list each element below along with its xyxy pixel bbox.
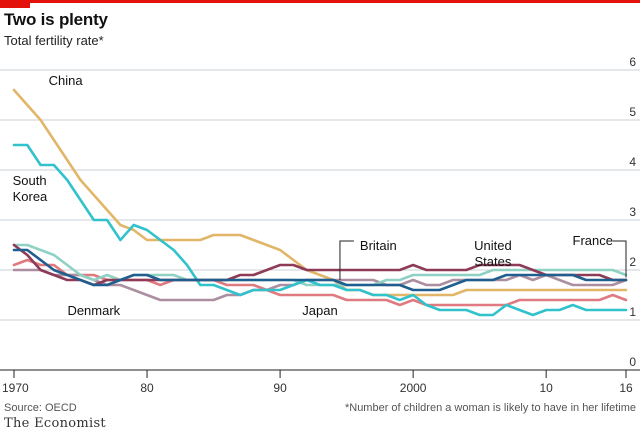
chart-subtitle: Total fertility rate* [4,33,104,48]
x-tick-label: 16 [619,381,633,395]
y-tick-label: 1 [629,305,636,319]
series-label-china: China [49,73,84,88]
series-line-japan [12,258,628,307]
top-accent-rule [0,0,640,3]
series-line-united-states [12,243,628,287]
series-label-britain: Britain [360,238,397,253]
x-axis-ticks: 1970 80 90 2000 10 16 [2,370,633,395]
source-note: Source: OECD [4,402,77,414]
brand-logo: The Economist [4,416,106,431]
y-tick-label: 2 [629,255,636,269]
series-labels: China South Korea Britain United States France… [13,73,627,318]
y-axis-ticks: 0 1 2 3 4 5 6 [629,55,636,369]
series-label-japan: Japan [302,303,337,318]
series-line-britain [12,248,628,292]
series-line-south-korea [12,143,628,317]
y-tick-label: 3 [629,205,636,219]
x-tick-label: 2000 [400,381,427,395]
y-tick-label: 5 [629,105,636,119]
leader-line-france [612,240,627,278]
series-label-south-korea: South Korea [13,173,48,204]
y-tick-label: 0 [629,355,636,369]
y-tick-label: 4 [629,155,636,169]
series-lines [12,88,628,317]
top-accent-tag [0,0,30,8]
y-tick-label: 6 [629,55,636,69]
footnote: *Number of children a woman is likely to… [344,402,636,414]
gridlines [0,69,640,371]
x-tick-label: 10 [539,381,553,395]
series-label-france: France [573,233,613,248]
series-label-united-states: United States [474,238,512,269]
series-label-denmark: Denmark [67,303,120,318]
leader-line-britain [339,240,354,280]
series-line-china [12,88,628,297]
x-tick-label: 80 [140,381,154,395]
chart-title: Two is plenty [4,10,108,29]
x-tick-label: 1970 [2,381,29,395]
x-tick-label: 90 [273,381,287,395]
